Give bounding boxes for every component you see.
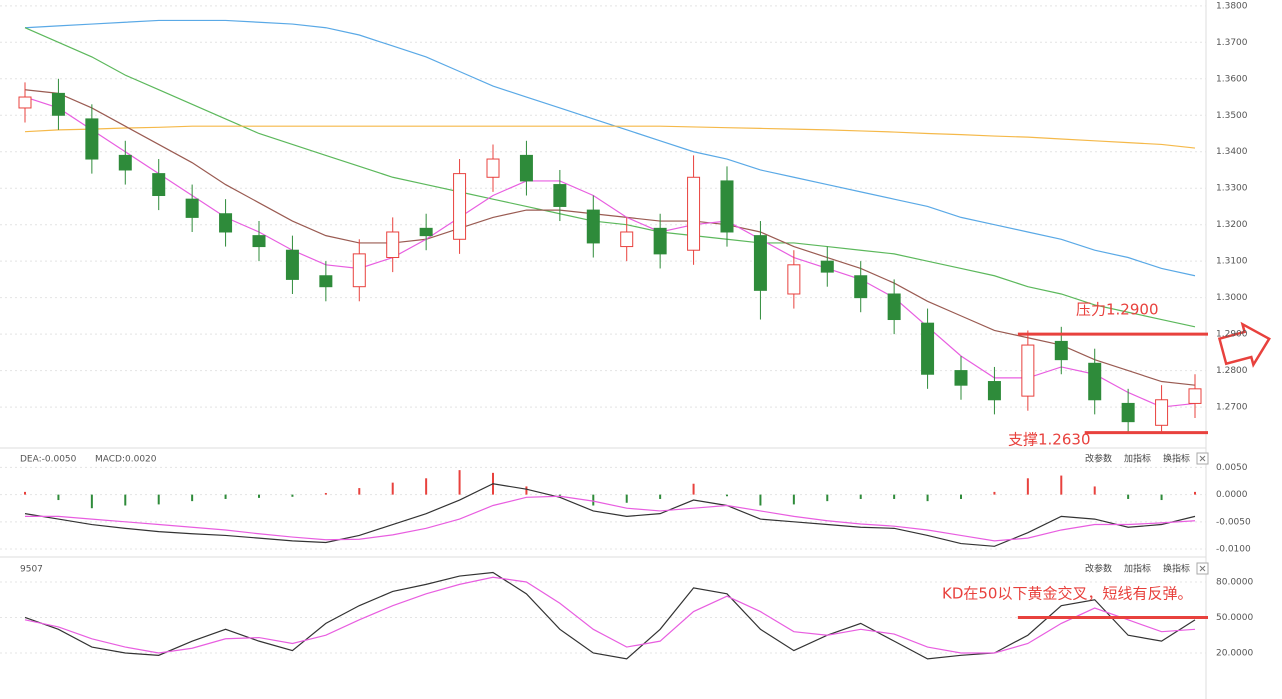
indicator-line (24, 571, 1196, 660)
close-icon (1199, 565, 1206, 572)
y-tick-label: 50.0000 (1216, 613, 1253, 623)
candle-body (553, 184, 567, 207)
y-tick-label: -0.0100 (1216, 545, 1251, 555)
candle-body (653, 227, 667, 255)
candle-body (1188, 388, 1202, 404)
candle-body (219, 213, 233, 233)
y-tick-label: 80.0000 (1216, 578, 1253, 588)
candle-body (352, 253, 366, 288)
annotation: 压力1.2900 (1076, 301, 1159, 319)
y-tick-label: -0.0050 (1216, 517, 1251, 527)
button[interactable]: 换指标 (1163, 453, 1190, 465)
y-tick-label: 0.0000 (1216, 490, 1248, 500)
candle-body (1155, 399, 1169, 426)
y-tick-label: 20.0000 (1216, 648, 1253, 658)
candle-body (987, 381, 1001, 401)
y-tick-label: 1.3600 (1216, 74, 1248, 84)
candle-body (419, 227, 433, 237)
y-tick-label: 1.3100 (1216, 257, 1248, 267)
indicator-line (24, 89, 1196, 386)
candle-body (854, 275, 868, 299)
indicator-line (25, 495, 1196, 542)
candle-body (18, 96, 32, 109)
indicator-line (24, 96, 1196, 408)
y-tick-label: 1.3000 (1216, 293, 1248, 303)
indicator-line (24, 125, 1196, 149)
candle-body (185, 198, 199, 218)
button[interactable]: 加指标 (1124, 453, 1151, 465)
candle-body (252, 235, 266, 248)
candle-body (519, 154, 533, 182)
legend-text: 9507 (20, 565, 43, 575)
candle-body (687, 176, 701, 251)
annotation: KD在50以下黄金交叉，短线有反弹。 (942, 585, 1192, 603)
y-tick-label: 1.3300 (1216, 184, 1248, 194)
y-tick-label: 1.2700 (1216, 403, 1248, 413)
close-icon (1199, 455, 1206, 462)
candle-body (1021, 344, 1035, 397)
y-tick-label: 1.3200 (1216, 220, 1248, 230)
candle-body (620, 231, 634, 248)
candle-body (1054, 340, 1068, 361)
y-tick-label: 1.3400 (1216, 147, 1248, 157)
candle-body (319, 275, 333, 288)
y-tick-label: 1.3800 (1216, 1, 1248, 11)
indicator-line (24, 483, 1196, 547)
candle-body (787, 264, 801, 295)
button[interactable]: 改参数 (1085, 453, 1112, 465)
candle-body (486, 158, 500, 178)
candle-body (386, 231, 400, 259)
legend-text: DEA:-0.0050 (20, 455, 77, 465)
button[interactable]: 换指标 (1163, 563, 1190, 575)
candle-body (285, 249, 299, 280)
y-tick-label: 1.3500 (1216, 111, 1248, 121)
candle-body (1121, 402, 1135, 423)
candle-body (820, 260, 834, 273)
indicator-line (24, 576, 1196, 654)
candle-body (720, 180, 734, 233)
candle-body (1088, 362, 1102, 401)
legend-text: MACD:0.0020 (95, 455, 157, 465)
candle-body (921, 322, 935, 375)
indicator-line (24, 27, 1196, 328)
y-tick-label: 1.3700 (1216, 38, 1248, 48)
candle-body (51, 92, 65, 116)
y-tick-label: 1.2900 (1216, 330, 1248, 340)
candle-body (85, 118, 99, 160)
candle-body (753, 235, 767, 291)
candle-body (887, 293, 901, 321)
candle-body (586, 209, 600, 244)
arrow-icon (1217, 321, 1271, 368)
candle-body (954, 370, 968, 386)
y-tick-label: 0.0050 (1216, 463, 1248, 473)
indicator-line (24, 19, 1196, 277)
y-tick-label: 1.2800 (1216, 366, 1248, 376)
candle-body (152, 173, 166, 197)
annotation: 支撑1.2630 (1008, 431, 1091, 449)
candle-body (118, 154, 132, 171)
candle-body (453, 173, 467, 240)
button[interactable]: 加指标 (1124, 563, 1151, 575)
button[interactable]: 改参数 (1085, 563, 1112, 575)
